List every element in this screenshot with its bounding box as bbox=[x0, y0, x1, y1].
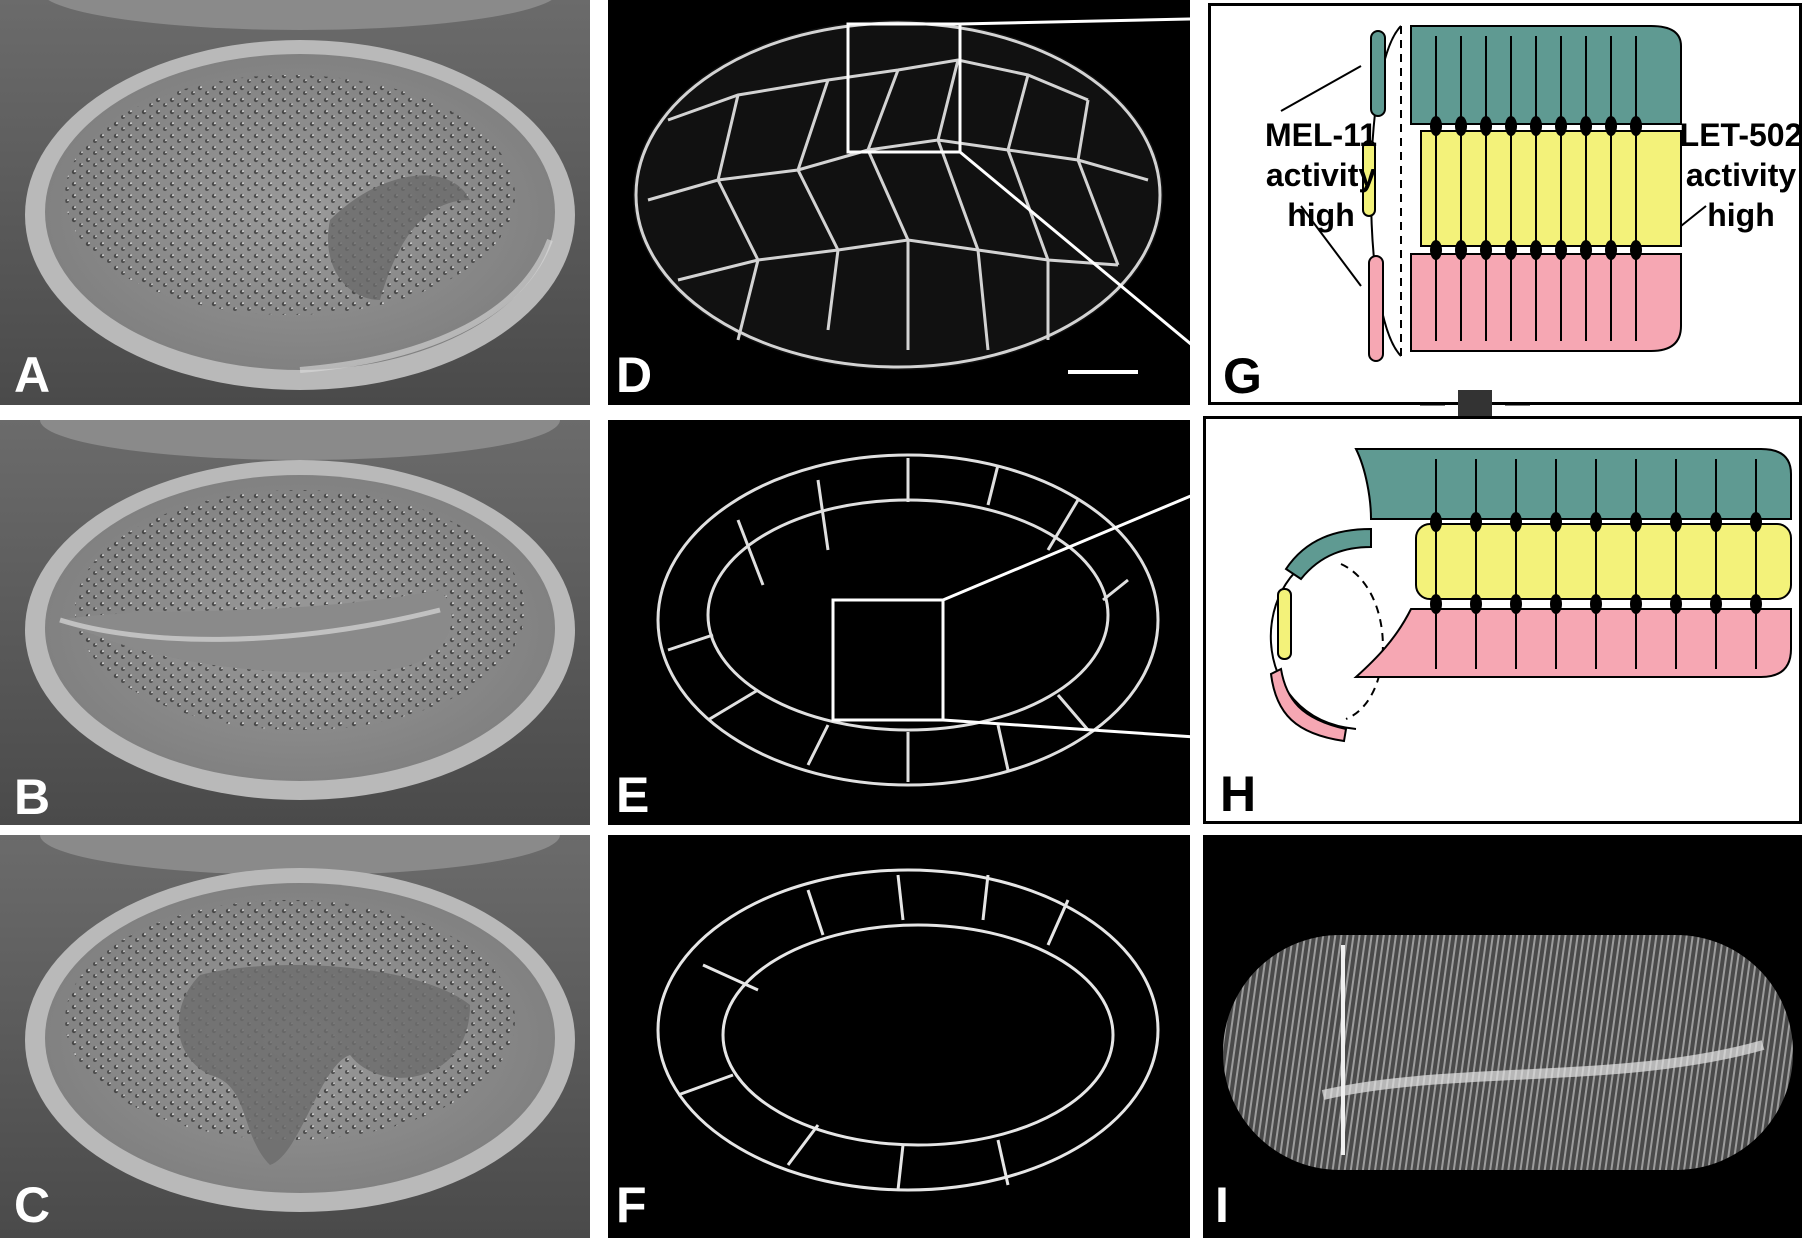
ventral-band bbox=[1410, 253, 1682, 352]
let502-label-line1: LET-502 bbox=[1680, 117, 1802, 153]
panel-label-b: B bbox=[14, 769, 51, 825]
let502-label-line3: high bbox=[1707, 197, 1775, 233]
panel-d-fluorescence-image: D bbox=[608, 0, 1190, 405]
embryo-junctions-f bbox=[656, 868, 1160, 1192]
scale-bar bbox=[1068, 370, 1138, 374]
panel-label-h: H bbox=[1220, 766, 1257, 822]
panel-a-dic-image: A bbox=[0, 0, 590, 405]
panel-i-fluorescence-image: I bbox=[1203, 835, 1802, 1238]
panel-c-dic-image: C bbox=[0, 835, 590, 1238]
let502-label-line2: activity bbox=[1686, 157, 1796, 193]
dorsal-band bbox=[1354, 448, 1792, 520]
panel-e-fluorescence-image: E bbox=[608, 420, 1190, 825]
lateral-segment-left bbox=[1277, 588, 1292, 660]
embryo-dic-c bbox=[0, 835, 590, 1238]
lateral-band bbox=[1420, 130, 1682, 247]
panel-label-c: C bbox=[14, 1177, 51, 1233]
panel-label-g: G bbox=[1223, 348, 1262, 404]
ventral-segment-left bbox=[1368, 255, 1384, 362]
embryo-dic-a bbox=[0, 0, 590, 405]
mel11-label-line2: activity bbox=[1266, 157, 1376, 193]
mel11-label-line1: MEL-11 bbox=[1265, 117, 1377, 153]
panel-h-schematic: H bbox=[1203, 416, 1802, 824]
panel-f-fluorescence-image: F bbox=[608, 835, 1190, 1238]
mel11-label-line3: high bbox=[1287, 197, 1355, 233]
embryo-actin-i bbox=[1223, 935, 1793, 1170]
panel-label-d: D bbox=[616, 347, 653, 403]
embryo-dic-b bbox=[0, 420, 590, 825]
ventral-segment-left bbox=[1269, 667, 1348, 743]
panel-label-e: E bbox=[616, 767, 650, 823]
dorsal-segment-left bbox=[1370, 30, 1386, 117]
dorsal-band bbox=[1410, 25, 1682, 125]
lateral-segment-left bbox=[1362, 140, 1376, 217]
embryo-junctions-d bbox=[633, 20, 1163, 374]
embryo-junctions-e bbox=[656, 453, 1160, 787]
lateral-band bbox=[1415, 523, 1792, 600]
cytoskeleton-diagram-g: MEL-11 activity high LET-502 activity hi… bbox=[1265, 25, 1802, 362]
panel-label-a: A bbox=[14, 347, 51, 403]
ventral-band bbox=[1353, 608, 1792, 678]
panel-label-f: F bbox=[616, 1177, 647, 1233]
panel-label-i: I bbox=[1215, 1177, 1229, 1233]
cytoskeleton-diagram-h bbox=[1269, 448, 1792, 743]
panel-g-schematic: MEL-11 activity high LET-502 activity hi… bbox=[1208, 3, 1802, 405]
panel-b-dic-image: B bbox=[0, 420, 590, 825]
dorsal-segment-left bbox=[1284, 527, 1372, 581]
